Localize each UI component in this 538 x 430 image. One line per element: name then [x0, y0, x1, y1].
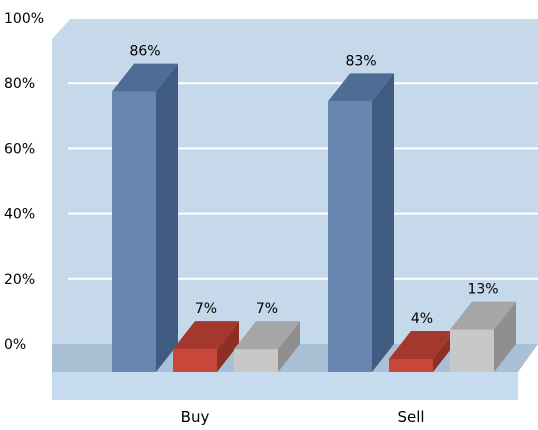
bar [389, 330, 455, 372]
bar [328, 73, 394, 373]
bar-side [372, 73, 394, 373]
bar-side [494, 301, 516, 372]
bar [112, 63, 178, 372]
data-label: 7% [195, 301, 217, 317]
y-tick-label: 100% [4, 11, 44, 27]
data-label: 13% [467, 282, 498, 298]
bar-front [173, 349, 217, 372]
x-category-label: Sell [397, 408, 424, 426]
x-axis-categories: Buy Sell [181, 408, 425, 426]
bar-front [389, 358, 433, 372]
y-tick-label: 0% [4, 337, 26, 353]
bar-side [217, 321, 239, 372]
y-tick-label: 60% [4, 141, 35, 157]
data-label: 86% [129, 44, 160, 60]
gridlines [68, 17, 538, 280]
y-tick-label: 40% [4, 207, 35, 223]
y-axis-ticks: 0% 20% 40% 60% 80% 100% [4, 11, 44, 353]
bar [173, 321, 239, 372]
bar-side [156, 63, 178, 372]
bar [234, 321, 300, 372]
data-label: 4% [411, 311, 433, 327]
bar-front [234, 349, 278, 372]
bar-front [328, 101, 372, 373]
y-tick-label: 80% [4, 76, 35, 92]
data-labels: 86% 7% 7% 83% 4% 13% [129, 44, 498, 327]
bar-front [450, 329, 494, 372]
bar [450, 301, 516, 372]
floor-front [52, 372, 518, 400]
bar-side [278, 321, 300, 372]
bar-front [112, 91, 156, 372]
data-label: 7% [256, 301, 278, 317]
data-label: 83% [345, 53, 376, 69]
y-tick-label: 20% [4, 272, 35, 288]
x-category-label: Buy [181, 408, 210, 426]
bars [112, 63, 516, 373]
bar-side [433, 330, 455, 372]
